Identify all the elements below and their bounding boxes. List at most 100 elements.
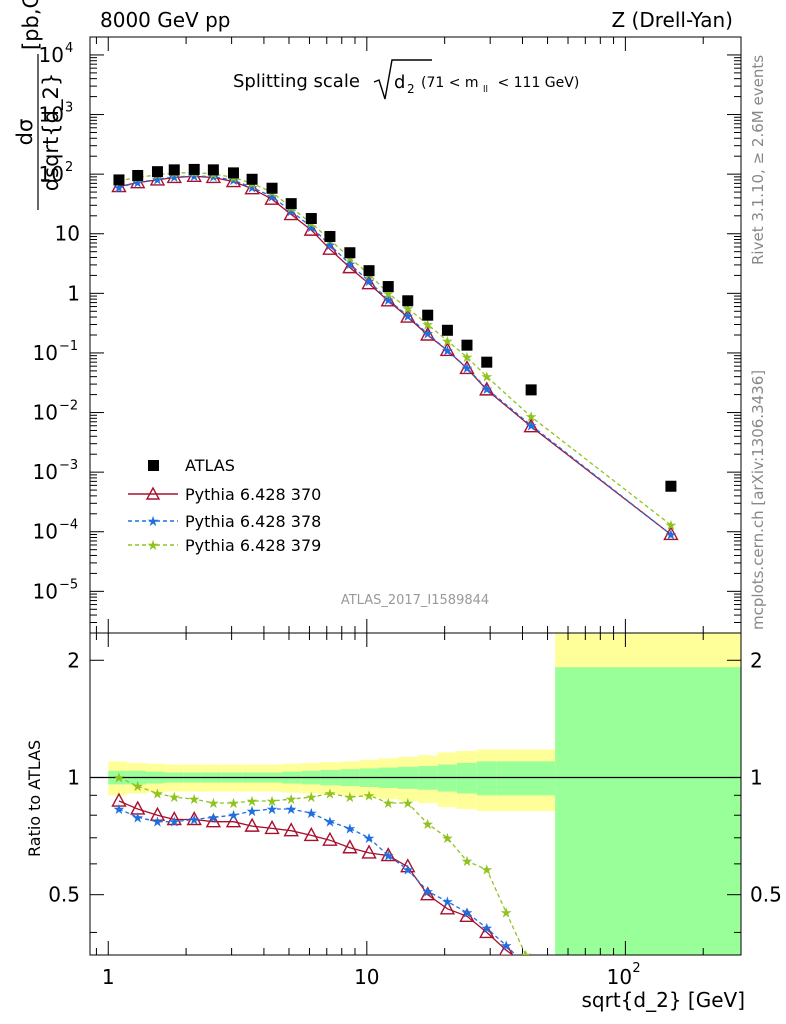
main-point-379: ★ [421,318,434,334]
ratio-point-370 [244,817,260,832]
ratio-line-370 [118,800,514,955]
main-point-370 [523,418,539,433]
atlas-point [305,213,317,225]
y-tick-label-exponent: −4 [59,518,78,533]
ratio-point-378: ★ [207,810,220,826]
ratio-point-378: ★ [480,921,493,937]
legend-entry-atlas: ATLAS [148,456,235,475]
ratio-point-370 [380,847,396,862]
main-point-370 [111,178,127,193]
atlas-point [382,281,394,293]
main-point-378: ★ [665,527,678,543]
y-tick-label: 10 [33,341,58,365]
ratio-point-370 [283,822,299,837]
ratio-point-370 [264,819,280,835]
y-label-denominator: dsqrt{d_2} [39,73,64,191]
legend-entry-378: ★ Pythia 6.428 378 [128,512,321,531]
atlas-point [246,173,258,185]
mcplots-label: mcplots.cern.ch [arXiv:1306.3436] [749,370,767,630]
ratio-point-370 [149,806,166,821]
ratio-point-378: ★ [401,863,414,879]
ratio-point-378: ★ [324,815,337,831]
ratio-axis-ticks: 1 10 10 20.5 0.51 12 2 [48,633,782,989]
ratio-y-tick-label-right: 0.5 [750,883,782,907]
ratio-point-379: ★ [188,792,201,808]
main-y-axis-label: dσ dsqrt{d_2} [pb,GeV -1 ] [13,0,64,210]
green-band-bin [496,761,556,796]
green-band-bin [456,762,477,794]
legend-marker-370 [145,486,161,500]
ratio-line-378 [118,808,517,955]
ratio-point-379: ★ [113,770,126,786]
atlas-point [227,167,239,179]
y-tick-label-exponent: 4 [65,41,73,56]
atlas-point [266,182,278,194]
main-point-378: ★ [421,327,434,343]
legend-label-370: Pythia 6.428 370 [185,485,321,504]
main-line-379 [118,171,672,526]
ratio-point-379: ★ [207,796,220,812]
green-band-bin [555,667,741,955]
main-point-370 [420,326,436,341]
ratio-point-370 [439,900,456,915]
main-line-370 [118,175,672,536]
main-point-370 [264,190,280,205]
ratio-point-378: ★ [131,810,144,826]
ratio-point-379: ★ [285,792,298,808]
ratio-point-370 [303,826,319,842]
y-tick-label: 10 [39,162,64,186]
main-point-379: ★ [441,334,454,350]
atlas-point [168,164,180,176]
ratio-point-378: ★ [113,802,126,818]
ratio-point-378: ★ [285,802,298,818]
atlas-point [402,295,414,307]
main-point-378: ★ [525,418,538,434]
legend-marker-atlas [148,460,159,471]
ratio-point-370 [205,813,222,828]
main-point-378: ★ [461,361,474,377]
ratio-point-378: ★ [382,849,395,865]
ratio-point-379: ★ [151,786,164,802]
ratio-point-378: ★ [266,802,279,818]
ratio-point-370 [400,858,416,873]
y-tick-label: 10 [39,43,64,67]
title-range-a: (71 < m [421,75,479,91]
ratio-point-378: ★ [246,804,259,820]
atlas-point [441,324,453,336]
x-axis-label: sqrt{d_2} [GeV] [582,988,746,1012]
main-point-370 [322,240,338,255]
ratio-uncertainty-bands [108,633,741,955]
ratio-point-379: ★ [421,817,434,833]
y-tick-label: 10 [33,460,58,484]
ratio-point-370 [342,839,358,854]
atlas-point [344,247,356,259]
ratio-point-378: ★ [305,806,318,822]
legend-marker-379: ★ [147,538,160,554]
atlas-point [324,230,336,242]
ratio-line-379 [118,776,527,955]
atlas-point [113,174,125,186]
ratio-point-370 [225,813,242,828]
ratio-point-378: ★ [344,821,357,837]
ratio-point-379: ★ [401,796,414,812]
main-line-378 [118,175,672,536]
atlas-point [363,265,375,277]
ratio-point-379: ★ [246,794,259,810]
legend-entry-379: ★ Pythia 6.428 379 [128,536,321,555]
ratio-plot-frame [89,632,742,956]
y-tick-label: 1 [67,281,80,305]
ratio-point-370 [499,941,514,955]
green-band-bin [476,761,497,796]
ratio-point-370 [111,792,127,807]
main-point-378: ★ [382,293,395,309]
x-tick-label-exponent: 2 [632,961,640,976]
main-point-378: ★ [480,382,493,398]
atlas-point [461,339,473,351]
ratio-point-379: ★ [520,948,533,964]
y-tick-label-exponent: −2 [59,399,78,414]
ratio-y-tick-label: 0.5 [48,883,80,907]
atlas-point [207,164,219,176]
main-point-370 [400,308,416,323]
